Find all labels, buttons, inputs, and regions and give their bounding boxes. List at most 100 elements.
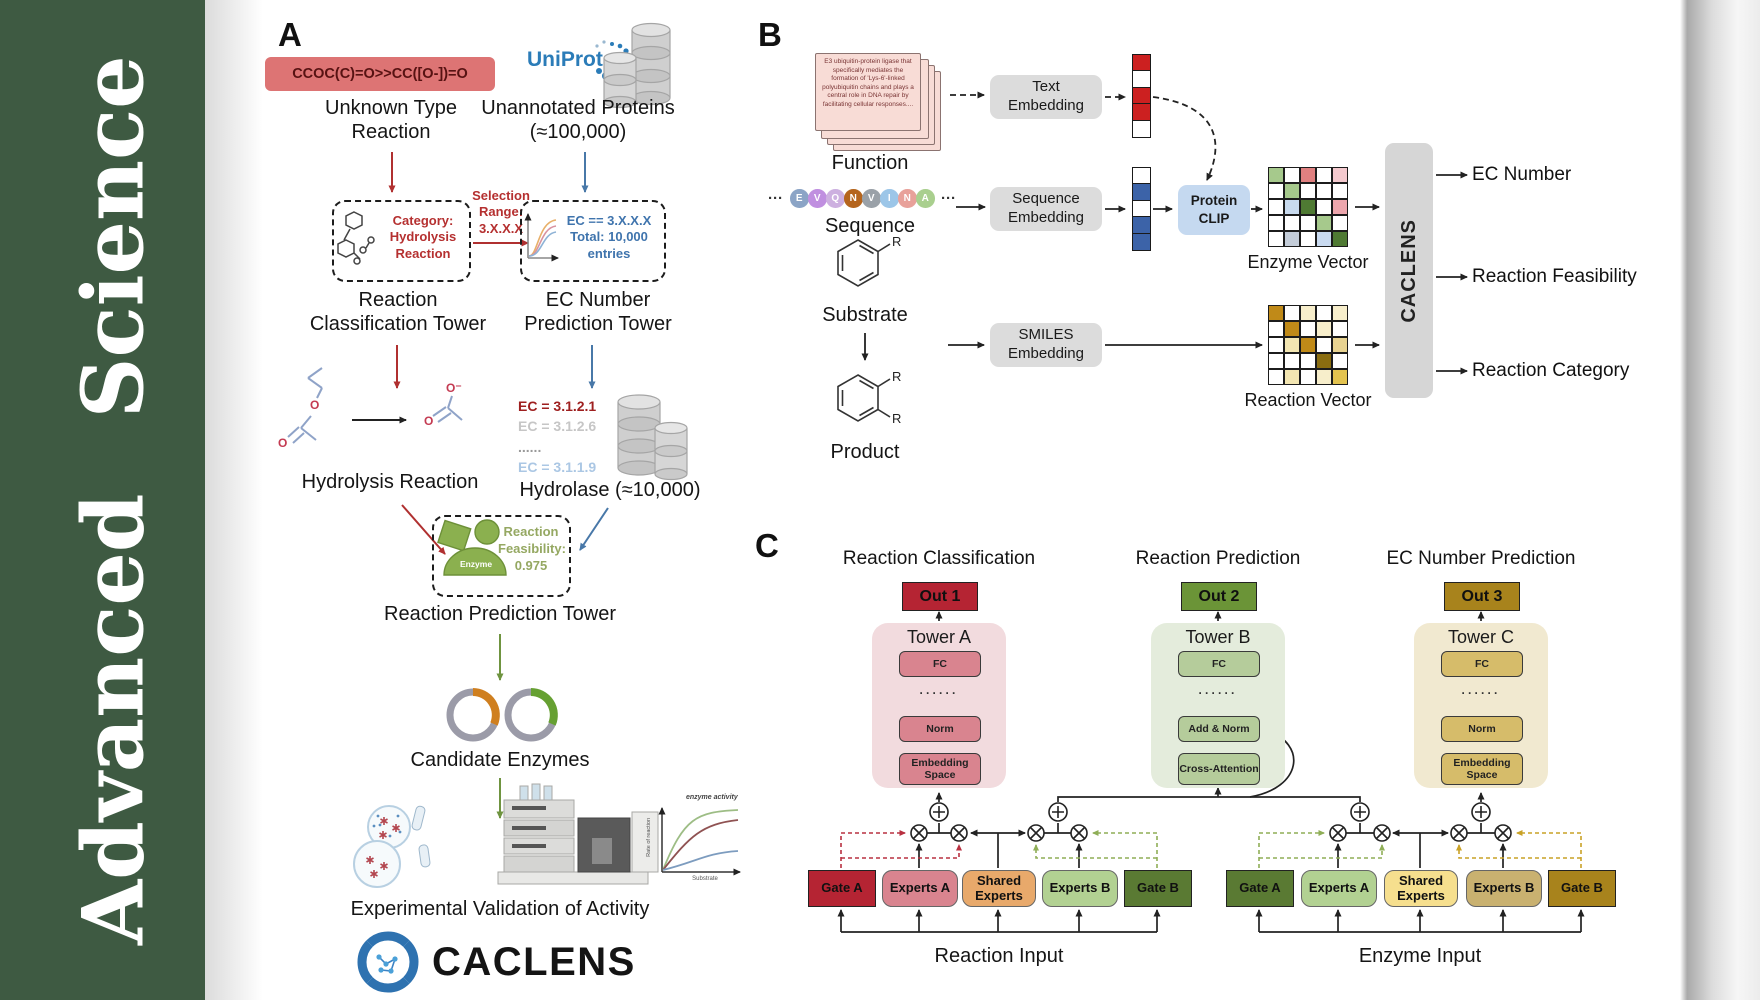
product-label: Product: [830, 441, 900, 463]
column-title-reaction-classification: Reaction Classification: [842, 548, 1036, 569]
moe-left-gate-b: Gate B: [1124, 870, 1192, 907]
matrix-cell: [1268, 231, 1284, 247]
atom-o-minus: O⁻: [446, 381, 462, 395]
matrix-cell: [1316, 321, 1332, 337]
moe-left-gate-a: Gate A: [808, 870, 876, 907]
enzyme-input-label: Enzyme Input: [1358, 945, 1482, 967]
smiles-reaction-box: CCOC(C)=O>>CC([O-])=O: [265, 57, 495, 91]
otimes-icon: [1494, 824, 1512, 842]
output-ec-number: EC Number: [1472, 164, 1572, 185]
matrix-cell: [1284, 167, 1300, 183]
tower-a-norm: Norm: [899, 716, 981, 742]
matrix-cell: [1268, 369, 1284, 385]
protein-clip-box: Protein CLIP: [1178, 185, 1250, 235]
matrix-cell: [1300, 215, 1316, 231]
vector-cell: [1132, 119, 1151, 138]
classification-tower-label: Reaction Classification Tower: [309, 289, 487, 336]
page-curl-shadow: [1680, 0, 1760, 1000]
ec-box-label: EC == 3.X.X.X Total: 10,000 entries: [566, 213, 652, 261]
ec-result-item: EC = 3.1.2.1: [518, 398, 597, 414]
out3-box: Out 3: [1444, 582, 1520, 611]
tower-c-norm: Norm: [1441, 716, 1523, 742]
journal-sidebar: [0, 0, 205, 1000]
product-molecule-icon: [837, 374, 891, 422]
output-reaction-category: Reaction Category: [1472, 360, 1630, 381]
text-embedding-vector: [1132, 53, 1151, 138]
classification-dashed-box: [332, 200, 471, 282]
out1-box: Out 1: [902, 582, 978, 611]
moe-right-experts-a: Experts A: [1301, 870, 1377, 907]
otimes-icon: [1373, 824, 1391, 842]
tower-c-embedding-space: Embedding Space: [1441, 753, 1523, 785]
matrix-cell: [1268, 321, 1284, 337]
reaction-input-label: Reaction Input: [934, 945, 1064, 967]
sequence-label: Sequence: [824, 215, 916, 237]
tower-c-fc: FC: [1441, 651, 1523, 677]
residue-circle: E: [790, 189, 809, 208]
output-reaction-feasibility: Reaction Feasibility: [1472, 266, 1637, 287]
activity-curve-label: enzyme activity: [686, 794, 738, 801]
journal-name: Advanced Science: [63, 55, 163, 945]
category-box-label: Category: Hydrolysis Reaction: [389, 213, 457, 261]
moe-left-shared-experts: Shared Experts: [962, 870, 1036, 907]
uniprot-logo: UniProt: [527, 48, 603, 71]
substrate-r-group: R: [892, 234, 902, 249]
product-r-group: R: [892, 369, 902, 384]
matrix-cell: [1300, 353, 1316, 369]
ec-result-list: EC = 3.1.2.1 EC = 3.1.2.6...... EC = 3.1.1…: [518, 396, 613, 477]
ec-result-item: ......: [518, 438, 542, 455]
feasibility-label: Reaction Feasibility: 0.975: [498, 524, 566, 573]
tower-b-title: Tower B: [1185, 627, 1251, 647]
validation-label: Experimental Validation of Activity: [350, 898, 650, 920]
matrix-cell: [1284, 215, 1300, 231]
matrix-cell: [1316, 353, 1332, 369]
hplc-instrument-icon: [497, 783, 659, 885]
enzyme-blob-label: Enzyme: [459, 559, 493, 569]
matrix-cell: [1332, 369, 1348, 385]
smiles-embedding-box: SMILES Embedding: [990, 323, 1102, 367]
matrix-cell: [1284, 337, 1300, 353]
hydrolase-db-icon: [617, 394, 688, 481]
moe-left-experts-a: Experts A: [882, 870, 958, 907]
residue-circle: Q: [826, 189, 845, 208]
vector-cell: [1132, 103, 1151, 121]
ec-result-item: EC = 3.1.1.9: [518, 458, 597, 475]
atom-o: O: [424, 414, 434, 428]
matrix-cell: [1284, 369, 1300, 385]
tower-b-cross-attention: Cross-Attention: [1178, 753, 1260, 785]
math-op-nodes: [910, 802, 1512, 842]
matrix-cell: [1332, 215, 1348, 231]
enzyme-vector-matrix: [1268, 167, 1348, 247]
activity-xlabel: Substrate: [692, 876, 718, 882]
unannotated-proteins-label: Unannotated Proteins (≈100,000): [481, 97, 675, 144]
text-embedding-box: Text Embedding: [990, 75, 1102, 119]
matrix-cell: [1284, 353, 1300, 369]
matrix-cell: [1316, 199, 1332, 215]
panel-b-label: B: [758, 16, 782, 53]
tower-b-dots: ······: [1198, 686, 1238, 700]
matrix-cell: [1316, 183, 1332, 199]
product-r-group: R: [892, 411, 902, 426]
matrix-cell: [1268, 353, 1284, 369]
matrix-cell: [1332, 353, 1348, 369]
out2-box: Out 2: [1181, 582, 1257, 611]
matrix-cell: [1284, 199, 1300, 215]
prediction-tower-label: Reaction Prediction Tower: [384, 603, 616, 625]
matrix-cell: [1300, 167, 1316, 183]
oplus-icon: [1350, 802, 1370, 822]
matrix-cell: [1316, 215, 1332, 231]
activity-ylabel: Rate of reaction: [646, 818, 652, 857]
vector-cell: [1132, 199, 1151, 218]
caclens-model-bar: CACLENS: [1385, 143, 1433, 398]
matrix-cell: [1300, 369, 1316, 385]
unknown-reaction-label: Unknown Type Reaction: [325, 97, 457, 144]
matrix-cell: [1268, 199, 1284, 215]
sequence-embedding-box: Sequence Embedding: [990, 187, 1102, 231]
matrix-cell: [1332, 337, 1348, 353]
substrate-molecule-icon: [837, 239, 891, 287]
protein-db-icon: [603, 22, 671, 109]
residue-circle: V: [862, 189, 881, 208]
hydrolase-label: Hydrolase (≈10,000): [519, 479, 701, 501]
matrix-cell: [1332, 231, 1348, 247]
